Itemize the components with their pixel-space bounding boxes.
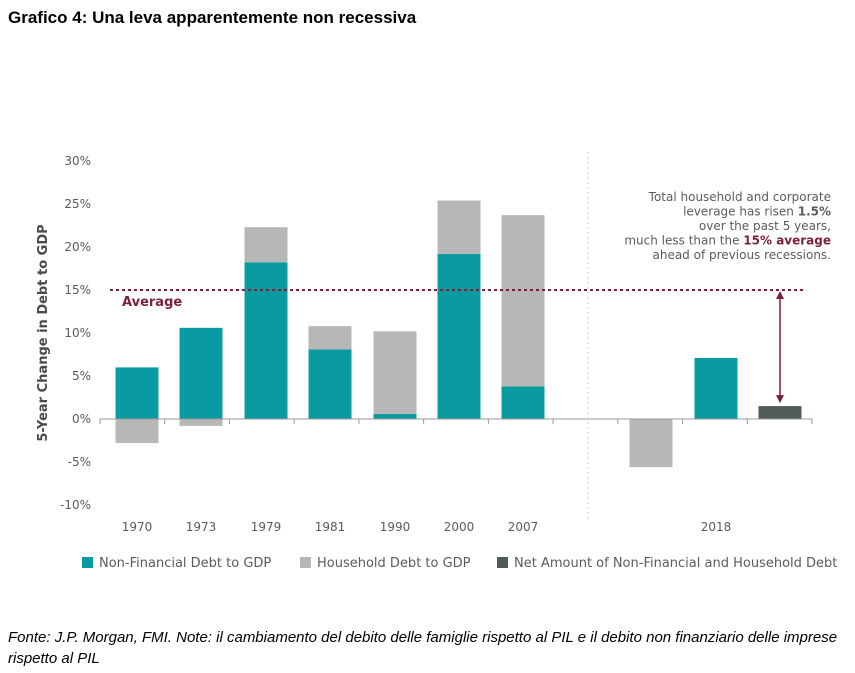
gap-arrow-head-down — [776, 395, 784, 404]
x-tick-label: 2007 — [508, 520, 539, 534]
bar-household — [501, 215, 545, 387]
bar-non-financial — [244, 262, 288, 419]
gap-arrow-head-up — [776, 291, 784, 299]
y-tick-label: 0% — [72, 412, 91, 426]
bar-non-financial — [179, 327, 223, 419]
x-tick-label: 1973 — [186, 520, 217, 534]
x-tick-label: 2018 — [701, 520, 732, 534]
annotation-segment: 15% average — [743, 234, 831, 248]
annotation-segment: 1.5% — [798, 205, 831, 219]
y-tick-label: 25% — [64, 197, 91, 211]
x-tick-label: 1981 — [315, 520, 346, 534]
bar-household — [437, 200, 481, 254]
y-tick-label: -5% — [68, 455, 91, 469]
bar-net-amount — [758, 406, 802, 419]
annotation-segment: leverage has risen — [683, 205, 798, 219]
annotation-line: leverage has risen 1.5% — [683, 205, 831, 219]
bar-non-financial — [308, 349, 352, 419]
bar-non-financial — [501, 386, 545, 419]
legend-label: Household Debt to GDP — [317, 556, 471, 571]
bar-household — [244, 227, 288, 263]
bar-non-financial — [437, 253, 481, 419]
annotation-line: ahead of previous recessions. — [652, 248, 831, 262]
chart-title: Grafico 4: Una leva apparentemente non r… — [8, 8, 417, 27]
annotation-segment: much less than the — [624, 234, 743, 248]
average-label: Average — [122, 295, 182, 310]
y-tick-label: 20% — [64, 240, 91, 254]
y-tick-label: 15% — [64, 283, 91, 297]
bar-household — [115, 419, 159, 444]
y-axis-title: 5-Year Change in Debt to GDP — [36, 224, 51, 441]
x-tick-label: 1970 — [122, 520, 153, 534]
legend-label: Non-Financial Debt to GDP — [99, 556, 271, 571]
annotation-line: much less than the 15% average — [624, 234, 831, 248]
x-tick-label: 1979 — [251, 520, 282, 534]
bar-non-financial — [694, 357, 738, 419]
y-tick-label: 30% — [64, 154, 91, 168]
annotation-segment: ahead of previous recessions. — [652, 248, 831, 262]
bar-non-financial — [373, 413, 417, 419]
source-footnote: Fonte: J.P. Morgan, FMI. Note: il cambia… — [8, 629, 838, 667]
annotation-segment: Total household and corporate — [648, 190, 831, 204]
bar-household — [373, 331, 417, 414]
annotation-line: Total household and corporate — [648, 190, 831, 204]
bar-household — [308, 326, 352, 350]
legend-swatch — [300, 557, 311, 568]
y-tick-label: 5% — [72, 369, 91, 383]
annotation-segment: over the past 5 years, — [699, 219, 831, 233]
bar-household — [629, 419, 673, 468]
y-tick-label: 10% — [64, 326, 91, 340]
y-tick-label: -10% — [60, 498, 91, 512]
legend-swatch — [497, 557, 508, 568]
bar-non-financial — [115, 367, 159, 419]
debt-change-chart: 30% 25% 20% 15% 10% 5% 0% -5% -10% 5-Year Change … — [36, 152, 837, 571]
x-tick-label: 1990 — [380, 520, 411, 534]
x-tick-label: 2000 — [444, 520, 475, 534]
legend-swatch — [82, 557, 93, 568]
legend-label: Net Amount of Non-Financial and Househol… — [514, 556, 837, 571]
annotation-line: over the past 5 years, — [699, 219, 831, 233]
bar-household — [179, 419, 223, 426]
